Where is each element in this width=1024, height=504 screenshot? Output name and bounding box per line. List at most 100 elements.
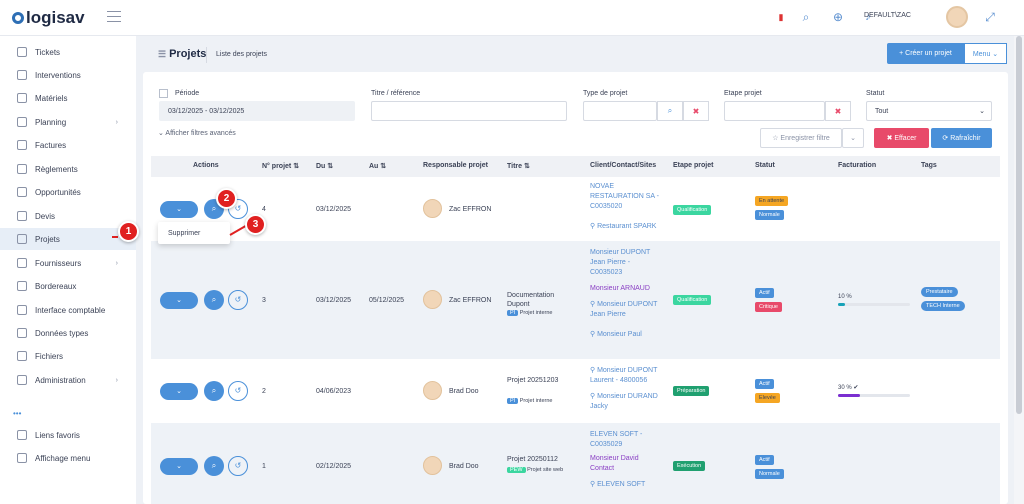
history-button[interactable]: ↺ [228, 381, 248, 401]
sidebar-item-opportunites[interactable]: Opportunités [0, 181, 136, 203]
type-clear-button[interactable]: ✖ [683, 101, 709, 121]
th-etape: Etape projet [673, 162, 714, 169]
save-filter-dropdown[interactable]: ⌄ [842, 128, 864, 148]
client-cell[interactable]: ⚲ Monsieur DUPONT Laurent - 4800056 ⚲ Mo… [590, 367, 658, 410]
chevron-down-icon: ⌄ [979, 108, 985, 115]
sidebar-item-factures[interactable]: Factures [0, 134, 136, 156]
sidebar-item-materiels[interactable]: Matériels [0, 87, 136, 109]
table-row[interactable] [151, 177, 1000, 241]
actions-dropdown-button[interactable]: ⌄ [160, 458, 198, 475]
type-label: Type de projet [583, 90, 628, 97]
chevron-down-icon: ⌄ [176, 388, 182, 395]
project-resp: Brad Doo [449, 463, 479, 470]
th-resp: Responsable projet [423, 162, 488, 169]
create-project-button[interactable]: + Créer un projet [887, 43, 964, 64]
document-icon [17, 281, 27, 291]
menu-button[interactable]: Menu ⌄ [964, 43, 1007, 64]
client-cell[interactable]: NOVAE RESTAURATION SA - C0035020 ⚲ Resta… [590, 183, 659, 230]
etape-clear-button[interactable]: ✖ [825, 101, 851, 121]
priority-badge: Normale [755, 210, 784, 220]
history-button[interactable]: ↺ [228, 290, 248, 310]
app-logo[interactable]: logisav [12, 8, 85, 28]
sidebar-item-fournisseurs[interactable]: Fournisseurs › [0, 252, 136, 274]
refresh-button[interactable]: ⟳ Rafraîchir [931, 128, 992, 148]
statut-select[interactable]: Tout ⌄ [866, 101, 992, 121]
sidebar-item-bordereaux[interactable]: Bordereaux [0, 275, 136, 297]
link-icon [17, 430, 27, 440]
th-num[interactable]: N° projet ⇅ [262, 163, 300, 170]
top-bar: logisav ▮ ⌕ ⊕ ♪ DEFAULT\ZAC ⤢ [0, 0, 1024, 36]
project-titre[interactable]: Documentation Dupont [507, 292, 555, 308]
table-row[interactable] [151, 359, 1000, 423]
view-button[interactable]: ⌕ [204, 381, 224, 401]
table-row[interactable] [151, 423, 1000, 504]
project-type: PI Projet interne [507, 310, 552, 316]
type-search-button[interactable]: ⌕ [657, 101, 683, 121]
project-titre[interactable]: Projet 20251203 [507, 377, 559, 384]
flag-icon[interactable]: ▮ [778, 12, 784, 22]
project-num: 1 [262, 463, 266, 470]
sidebar-item-interface-comptable[interactable]: Interface comptable [0, 299, 136, 321]
table-row[interactable] [151, 241, 1000, 359]
sidebar-item-interventions[interactable]: Interventions [0, 64, 136, 86]
sidebar-item-affichage-menu[interactable]: Affichage menu [0, 447, 136, 469]
sidebar-item-planning[interactable]: Planning › [0, 111, 136, 133]
sidebar-item-administration[interactable]: Administration › [0, 369, 136, 391]
avatar [423, 456, 442, 475]
th-au[interactable]: Au ⇅ [369, 163, 387, 170]
type-input[interactable] [583, 101, 657, 121]
history-icon: ↺ [234, 461, 242, 470]
save-filter-button[interactable]: ☆ Enregistrer filtre [760, 128, 842, 148]
client-cell[interactable]: Monsieur DUPONT Jean Pierre - C0035023 M… [590, 249, 658, 338]
statut-label: Statut [866, 90, 885, 97]
project-titre[interactable]: Projet 20250112 [507, 456, 558, 463]
sidebar-item-projets[interactable]: Projets [0, 228, 136, 250]
clear-button[interactable]: ✖ Effacer [874, 128, 929, 148]
periode-checkbox[interactable] [159, 89, 168, 98]
sidebar-item-donnees-types[interactable]: Données types [0, 322, 136, 344]
history-button[interactable]: ↺ [228, 456, 248, 476]
th-titre[interactable]: Titre ⇅ [507, 163, 530, 170]
actions-dropdown-button[interactable]: ⌄ [160, 201, 198, 218]
view-button[interactable]: ⌕ [204, 290, 224, 310]
sidebar-item-fichiers[interactable]: Fichiers [0, 345, 136, 367]
facturation-progress: 30 % ✔ [838, 384, 910, 397]
actions-dropdown-button[interactable]: ⌄ [160, 383, 198, 400]
expand-icon[interactable]: ⤢ [985, 10, 995, 24]
avatar [423, 381, 442, 400]
sidebar-more[interactable]: ••• [13, 408, 22, 418]
hamburger-icon[interactable] [107, 11, 121, 22]
logo-icon [12, 12, 24, 24]
user-name[interactable]: DEFAULT\ZAC [864, 12, 911, 19]
scrollbar[interactable] [1014, 36, 1024, 504]
bell-icon[interactable]: ♪ [865, 11, 871, 23]
close-icon: ✖ [834, 106, 842, 116]
avatar[interactable] [946, 6, 968, 28]
th-tags: Tags [921, 162, 937, 169]
view-button[interactable]: ⌕ [204, 456, 224, 476]
sidebar-item-liens-favoris[interactable]: Liens favoris [0, 424, 136, 446]
priority-badge: Normale [755, 469, 784, 479]
avatar [423, 290, 442, 309]
add-icon[interactable]: ⊕ [832, 10, 844, 24]
invoice-icon [17, 140, 27, 150]
client-cell[interactable]: ELEVEN SOFT - C0035029 Monsieur David Co… [590, 431, 646, 488]
project-au: 05/12/2025 [369, 297, 405, 304]
delete-menu-item[interactable]: Supprimer [158, 222, 230, 244]
periode-field[interactable]: 03/12/2025 - 03/12/2025 [159, 101, 355, 121]
titre-input[interactable] [371, 101, 567, 121]
project-num: 4 [262, 206, 266, 213]
search-icon: ⌕ [211, 204, 217, 213]
th-du[interactable]: Du ⇅ [316, 163, 334, 170]
progress-fill-0 [838, 303, 846, 306]
search-icon: ⌕ [211, 295, 217, 304]
sidebar-item-tickets[interactable]: Tickets [0, 41, 136, 63]
actions-dropdown-button[interactable]: ⌄ [160, 292, 198, 309]
sidebar-item-devis[interactable]: Devis [0, 205, 136, 227]
sidebar-item-reglements[interactable]: Règlements [0, 158, 136, 180]
etape-badge: Exécution [673, 461, 706, 471]
history-button[interactable]: ↺ [228, 199, 248, 219]
advanced-filters-link[interactable]: ⌄ Afficher filtres avancés [158, 130, 236, 137]
etape-input[interactable] [724, 101, 825, 121]
search-icon[interactable]: ⌕ [802, 10, 810, 24]
